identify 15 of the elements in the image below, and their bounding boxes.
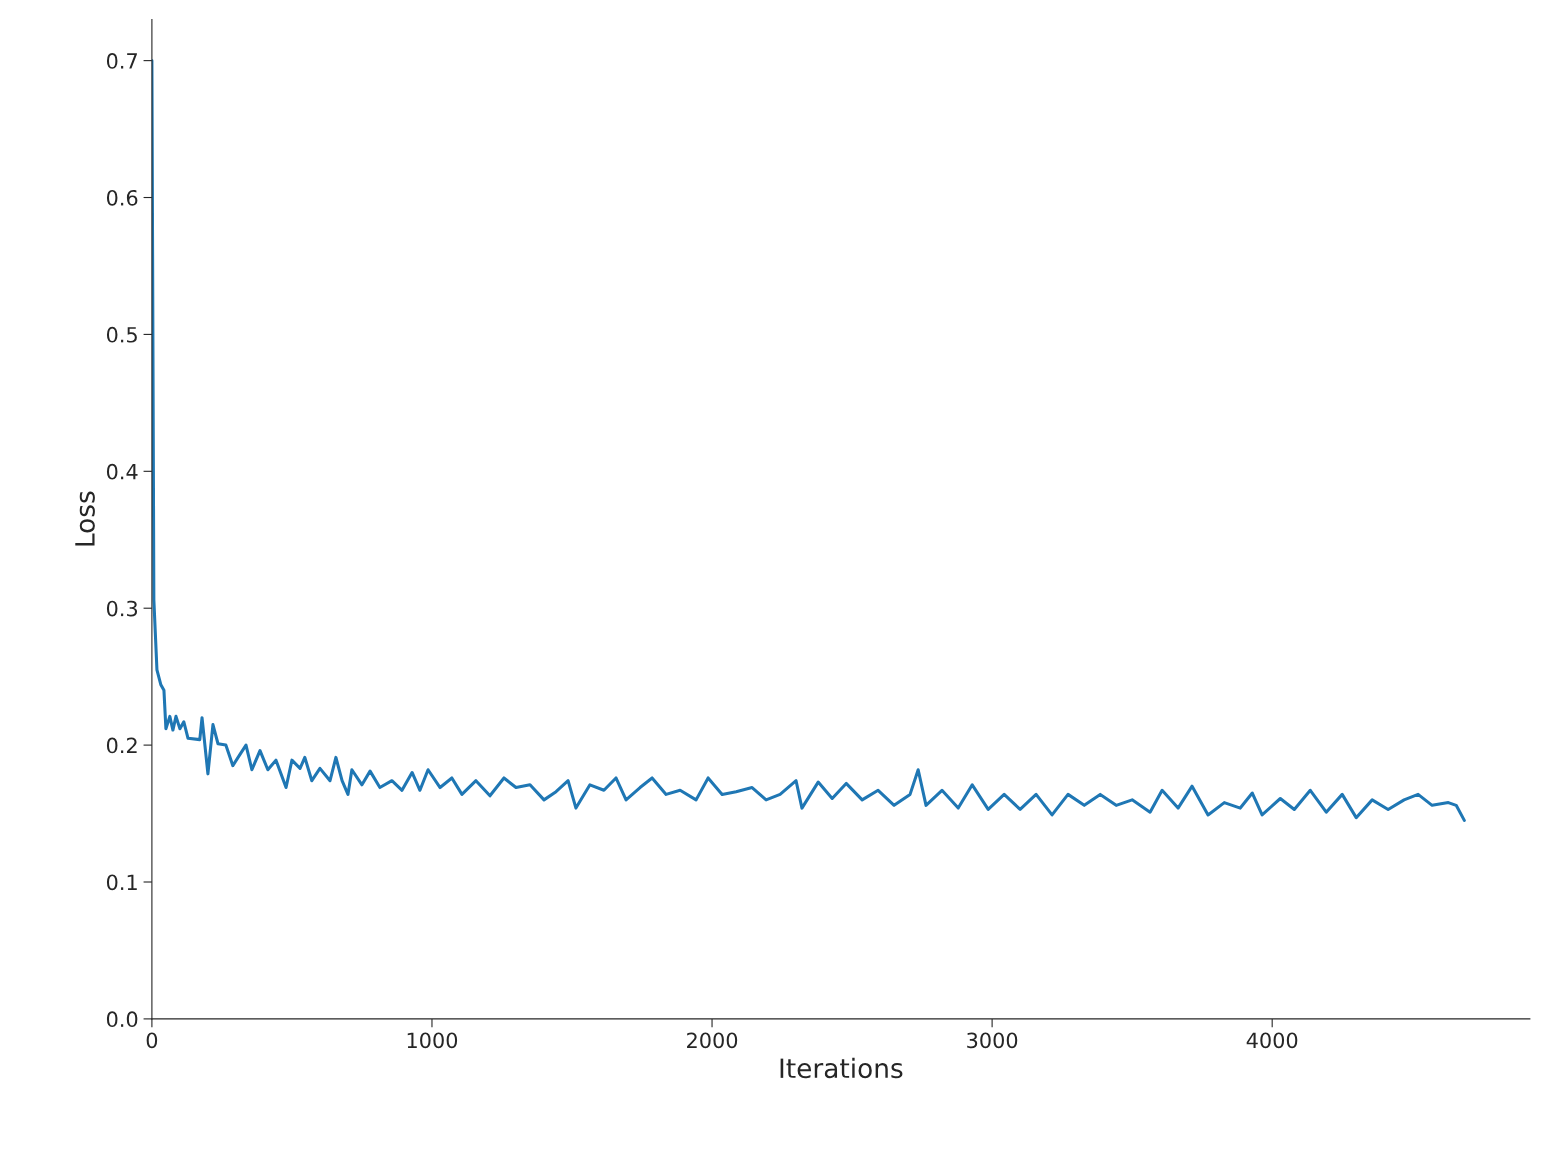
x-axis-title: Iterations [780,1057,903,1079]
y-axis-title: Loss [75,491,95,546]
x-tick-label: 4000 [1246,1032,1298,1049]
y-tick-label: 0.5 [106,326,137,343]
y-tick-label: 0.0 [106,1011,138,1028]
x-tick-label: 0 [146,1032,158,1049]
x-tick-label: 3000 [967,1032,1018,1049]
y-tick-label: 0.4 [106,463,138,480]
y-tick-label: 0.7 [106,53,137,69]
y-tick-label: 0.3 [106,600,138,617]
x-tick-label: 1000 [407,1032,458,1049]
x-tick-label: 2000 [687,1032,738,1049]
y-tick-label: 0.2 [106,737,137,754]
y-tick-label: 0.6 [106,189,138,206]
y-tick-label: 0.1 [106,874,137,891]
